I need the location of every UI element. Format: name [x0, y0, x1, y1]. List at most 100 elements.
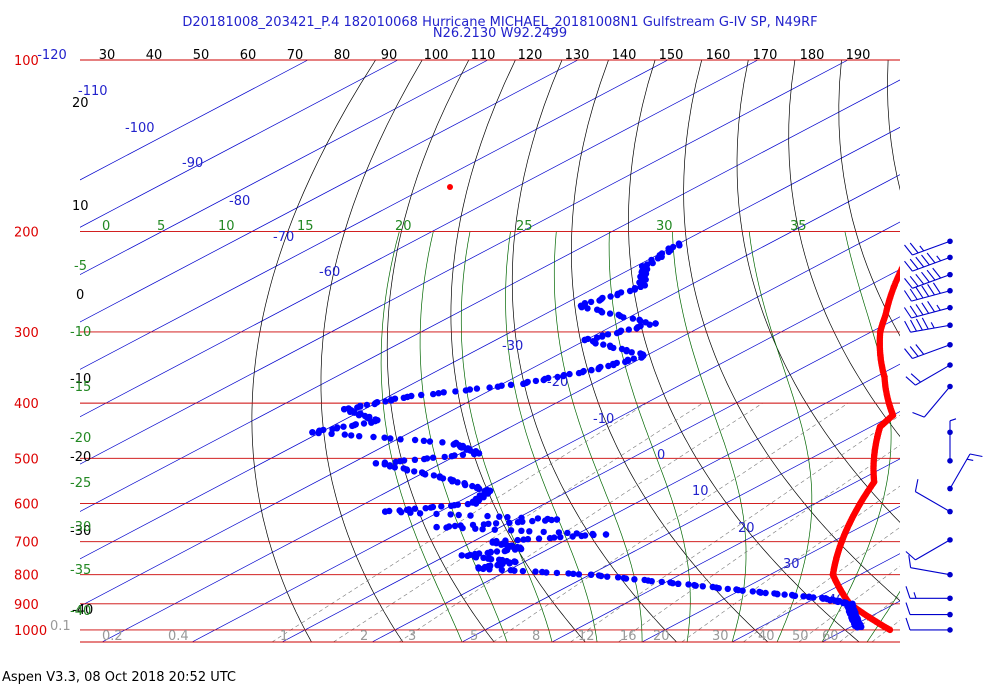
wind-barb-half-feather — [966, 458, 974, 461]
top-axis-label: 100 — [424, 48, 449, 63]
dewpoint-point — [407, 509, 414, 516]
dewpoint-point — [610, 344, 617, 352]
top-axis-label: 40 — [146, 48, 163, 63]
dewpoint-point — [430, 472, 438, 479]
dewpoint-point — [448, 502, 455, 509]
mixing-ratio-line — [798, 565, 900, 642]
dewpoint-point — [386, 463, 394, 470]
dry-adiabat-line — [788, 60, 900, 438]
dewpoint-point — [443, 524, 450, 531]
dewpoint-point — [749, 588, 756, 595]
mixing-ratio-line — [681, 485, 900, 642]
footer-version: Aspen V3.3, 08 Oct 2018 20:52 UTC — [2, 670, 236, 685]
dry-adiabat-label: 0 — [76, 288, 84, 303]
dewpoint-point — [658, 578, 665, 586]
isotherm-line — [821, 600, 900, 642]
isotherm-label: 10 — [692, 484, 709, 499]
wind-barb-feather — [915, 304, 924, 316]
dry-adiabat-label: 20 — [72, 96, 89, 111]
dry-adiabat-line — [251, 60, 376, 642]
mixing-ratio-label: 1 — [280, 629, 288, 644]
wind-barb — [903, 282, 953, 302]
temperature-point — [914, 240, 920, 246]
wind-barb-feather — [905, 617, 911, 631]
temperature-point — [899, 265, 900, 269]
dewpoint-point — [595, 365, 602, 373]
dewpoint-point — [692, 582, 699, 589]
dewpoint-point — [520, 536, 527, 543]
dewpoint-point — [422, 471, 429, 478]
dewpoint-point — [610, 361, 617, 369]
dewpoint-point — [518, 527, 525, 534]
dewpoint-point — [774, 591, 781, 598]
wind-barb — [905, 602, 953, 618]
temperature-point — [924, 228, 930, 234]
dewpoint-point — [557, 533, 564, 541]
temperature-point — [926, 223, 932, 229]
dewpoint-point — [540, 376, 547, 384]
dewpoint-point — [834, 598, 842, 606]
wind-barb-shaft — [915, 364, 951, 386]
temperature-point — [937, 210, 943, 216]
wind-barb-half-feather — [930, 322, 935, 329]
theta-e-label: -35 — [70, 563, 91, 578]
dewpoint-point — [429, 454, 437, 461]
dewpoint-point — [355, 412, 363, 419]
isotherm-label: -110 — [78, 84, 108, 99]
dewpoint-point — [564, 529, 571, 537]
isotherm-line — [80, 60, 489, 276]
wind-barb-feather — [905, 602, 911, 615]
dewpoint-point — [654, 255, 662, 262]
dewpoint-point — [810, 594, 817, 601]
wind-barb — [905, 362, 953, 386]
dewpoint-point — [411, 456, 419, 463]
dewpoint-point — [498, 566, 505, 573]
pressure-label: 900 — [14, 598, 39, 613]
wind-barb-feather — [915, 256, 925, 268]
dewpoint-point — [486, 384, 493, 391]
dewpoint-point — [614, 574, 622, 581]
dewpoint-point — [575, 571, 583, 578]
top-axis-label: 150 — [659, 48, 684, 63]
dewpoint-point — [435, 390, 442, 397]
isotherm-line — [80, 60, 399, 228]
dewpoint-point — [484, 512, 491, 520]
wind-barb-feather — [909, 305, 918, 317]
top-axis-label: 50 — [193, 48, 210, 63]
moist-adiabat-line — [505, 231, 598, 642]
temperature-point — [921, 232, 927, 238]
dewpoint-point — [529, 517, 536, 525]
wind-barb-feather — [912, 411, 925, 418]
dewpoint-point — [699, 583, 706, 590]
dewpoint-point — [540, 528, 547, 536]
wind-barb-feather — [909, 346, 919, 357]
temperature-point — [929, 218, 935, 224]
isotherm-label: -30 — [502, 339, 523, 354]
dewpoint-point — [494, 562, 501, 569]
dewpoint-point — [349, 422, 356, 430]
wind-barb-feather — [910, 373, 921, 383]
mixing-ratio-label: 5 — [470, 629, 478, 644]
temperature-point — [945, 203, 951, 209]
dewpoint-point — [637, 317, 644, 325]
moist-adiabat-label: 20 — [395, 219, 412, 234]
dewpoint-point — [543, 569, 550, 576]
dewpoint-point — [430, 390, 437, 398]
dewpoint-point — [433, 523, 440, 531]
theta-e-label: -30 — [70, 520, 91, 535]
dewpoint-point — [381, 461, 388, 468]
dewpoint-point — [565, 570, 572, 577]
dewpoint-point — [631, 576, 638, 583]
wind-barb-feather — [926, 269, 936, 281]
isotherm-line — [80, 60, 309, 181]
wind-barb-shaft — [911, 290, 951, 302]
temperature-point — [924, 228, 930, 234]
wind-barb-shaft — [915, 491, 951, 513]
wind-barb — [904, 317, 953, 333]
dewpoint-point — [368, 419, 375, 426]
dewpoint-point — [669, 580, 676, 587]
temperature-point — [447, 184, 453, 190]
temperature-point — [922, 230, 928, 236]
dewpoint-point — [588, 366, 595, 374]
dewpoint-point — [546, 534, 554, 542]
